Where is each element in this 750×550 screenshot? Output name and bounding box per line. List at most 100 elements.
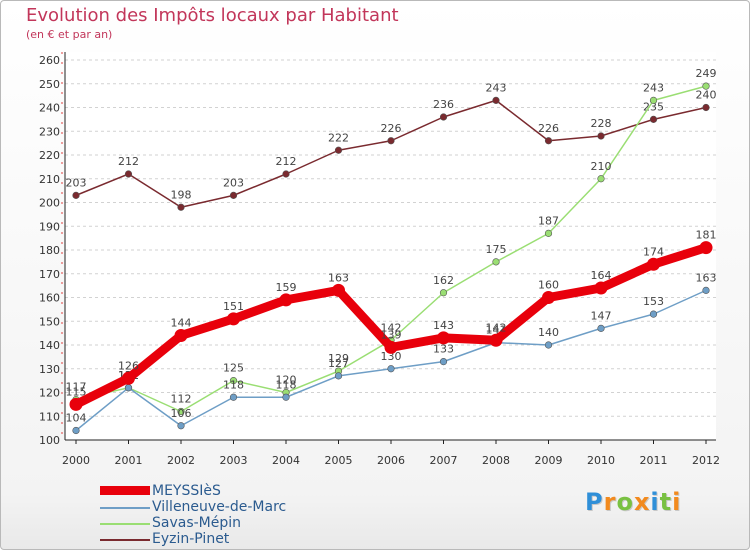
data-label-savas-m-pin-2002: 112 bbox=[171, 393, 192, 406]
data-label-meyssi-s-2004: 159 bbox=[276, 281, 297, 294]
data-label-eyzin-pinet-2010: 228 bbox=[591, 117, 612, 130]
x-tick-label-2006: 2006 bbox=[377, 454, 405, 467]
point-eyzin-pinet-2012 bbox=[702, 103, 710, 112]
point-savas-m-pin-2008 bbox=[492, 258, 500, 266]
point-eyzin-pinet-2009 bbox=[544, 137, 553, 145]
point-eyzin-pinet-2004 bbox=[282, 170, 290, 178]
point-eyzin-pinet-2003 bbox=[229, 191, 238, 199]
data-label-meyssi-s-2002: 144 bbox=[171, 317, 192, 330]
point-villeneuve-de-marc-2002 bbox=[177, 422, 185, 430]
point-villeneuve-de-marc-2009 bbox=[544, 341, 553, 349]
logo-letter-6: i bbox=[672, 488, 682, 516]
plot-area bbox=[65, 52, 716, 440]
point-villeneuve-de-marc-2012 bbox=[702, 286, 710, 294]
point-meyssi-s-2012 bbox=[699, 241, 713, 255]
data-label-eyzin-pinet-2012: 240 bbox=[696, 89, 717, 102]
point-villeneuve-de-marc-2010 bbox=[597, 324, 605, 332]
data-label-eyzin-pinet-2006: 226 bbox=[381, 122, 402, 135]
point-meyssi-s-2010 bbox=[594, 281, 608, 295]
point-villeneuve-de-marc-2003 bbox=[229, 393, 238, 401]
data-label-eyzin-pinet-2009: 226 bbox=[538, 122, 559, 135]
point-savas-m-pin-2010 bbox=[597, 175, 605, 183]
chart-subtitle: (en € et par an) bbox=[26, 28, 113, 41]
y-tick-label-150: 150 bbox=[39, 315, 60, 328]
legend: MEYSSIèS Villeneuve-de-Marc Savas-Mépin … bbox=[100, 483, 360, 547]
data-label-savas-m-pin-2012: 249 bbox=[696, 67, 717, 80]
point-eyzin-pinet-2000 bbox=[72, 191, 80, 199]
data-label-meyssi-s-2006: 139 bbox=[381, 328, 402, 341]
point-savas-m-pin-2003 bbox=[229, 377, 238, 385]
legend-item-meyssies: MEYSSIèS bbox=[100, 483, 360, 499]
point-eyzin-pinet-2005 bbox=[334, 146, 343, 154]
point-meyssi-s-2001 bbox=[122, 371, 135, 385]
y-tick-label-180: 180 bbox=[39, 244, 60, 257]
data-label-meyssi-s-2008: 142 bbox=[486, 321, 507, 334]
point-meyssi-s-2000 bbox=[69, 397, 83, 411]
data-label-villeneuve-de-marc-2003: 118 bbox=[223, 378, 244, 391]
logo-letter-2: o bbox=[616, 488, 634, 516]
legend-item-villeneuve-de-marc: Villeneuve-de-Marc bbox=[100, 499, 360, 515]
x-tick-label-2012: 2012 bbox=[692, 454, 720, 467]
legend-swatch-savas-mepin bbox=[100, 523, 150, 525]
data-label-villeneuve-de-marc-2000: 104 bbox=[66, 412, 87, 425]
x-tick-label-2005: 2005 bbox=[325, 454, 353, 467]
data-label-meyssi-s-2005: 163 bbox=[328, 271, 349, 284]
data-label-meyssi-s-2012: 181 bbox=[696, 229, 717, 242]
point-eyzin-pinet-2002 bbox=[177, 203, 185, 211]
y-tick-label-110: 110 bbox=[39, 410, 60, 423]
data-label-eyzin-pinet-2001: 212 bbox=[118, 155, 139, 168]
y-tick-label-250: 250 bbox=[39, 78, 60, 91]
x-tick-label-2009: 2009 bbox=[535, 454, 563, 467]
x-tick-label-2003: 2003 bbox=[220, 454, 248, 467]
data-label-villeneuve-de-marc-2004: 118 bbox=[276, 378, 297, 391]
data-label-villeneuve-de-marc-2002: 106 bbox=[171, 407, 192, 420]
data-label-villeneuve-de-marc-2007: 133 bbox=[433, 343, 454, 356]
data-label-villeneuve-de-marc-2009: 140 bbox=[538, 326, 559, 339]
point-eyzin-pinet-2010 bbox=[597, 132, 605, 140]
point-savas-m-pin-2012 bbox=[702, 82, 710, 90]
point-villeneuve-de-marc-2001 bbox=[124, 384, 133, 392]
point-meyssi-s-2007 bbox=[437, 331, 450, 345]
point-eyzin-pinet-2006 bbox=[387, 137, 395, 145]
y-tick-label-130: 130 bbox=[39, 363, 60, 376]
point-villeneuve-de-marc-2000 bbox=[72, 426, 80, 435]
point-meyssi-s-2009 bbox=[542, 291, 555, 304]
x-tick-label-2007: 2007 bbox=[430, 454, 458, 467]
data-label-meyssi-s-2000: 115 bbox=[66, 385, 87, 398]
point-meyssi-s-2004 bbox=[279, 293, 293, 307]
y-tick-label-120: 120 bbox=[39, 387, 60, 400]
legend-swatch-villeneuve-de-marc bbox=[100, 507, 150, 509]
x-tick-label-2001: 2001 bbox=[115, 454, 143, 467]
point-savas-m-pin-2009 bbox=[544, 229, 553, 237]
point-eyzin-pinet-2008 bbox=[492, 96, 500, 104]
logo-letter-5: t bbox=[659, 488, 673, 516]
point-savas-m-pin-2011 bbox=[649, 96, 658, 104]
logo-letter-4: i bbox=[650, 488, 660, 516]
y-tick-label-190: 190 bbox=[39, 220, 60, 233]
x-tick-label-2002: 2002 bbox=[167, 454, 195, 467]
x-tick-label-2008: 2008 bbox=[482, 454, 510, 467]
data-label-savas-m-pin-2004: 120 bbox=[276, 374, 297, 387]
y-tick-label-210: 210 bbox=[39, 173, 60, 186]
data-label-villeneuve-de-marc-2006: 130 bbox=[381, 350, 402, 363]
data-label-meyssi-s-2007: 143 bbox=[433, 319, 454, 332]
logo-letter-3: x bbox=[633, 488, 651, 516]
point-eyzin-pinet-2011 bbox=[649, 115, 658, 123]
x-tick-label-2011: 2011 bbox=[640, 454, 668, 467]
data-label-savas-m-pin-2011: 243 bbox=[643, 81, 664, 94]
point-meyssi-s-2003 bbox=[227, 312, 240, 326]
x-tick-label-2000: 2000 bbox=[62, 454, 90, 467]
point-villeneuve-de-marc-2004 bbox=[282, 393, 290, 401]
data-label-savas-m-pin-2010: 210 bbox=[591, 160, 612, 173]
y-tick-label-170: 170 bbox=[39, 268, 60, 281]
y-tick-label-230: 230 bbox=[39, 125, 60, 138]
legend-label-villeneuve-de-marc: Villeneuve-de-Marc bbox=[152, 499, 287, 515]
legend-label-meyssies: MEYSSIèS bbox=[152, 483, 221, 499]
data-label-savas-m-pin-2006: 142 bbox=[381, 321, 402, 334]
legend-item-savas-mepin: Savas-Mépin bbox=[100, 515, 360, 531]
proxiti-logo: Proxiti bbox=[585, 488, 681, 516]
data-label-eyzin-pinet-2002: 198 bbox=[171, 188, 192, 201]
data-label-savas-m-pin-2003: 125 bbox=[223, 362, 244, 375]
data-label-villeneuve-de-marc-2011: 153 bbox=[643, 295, 664, 308]
